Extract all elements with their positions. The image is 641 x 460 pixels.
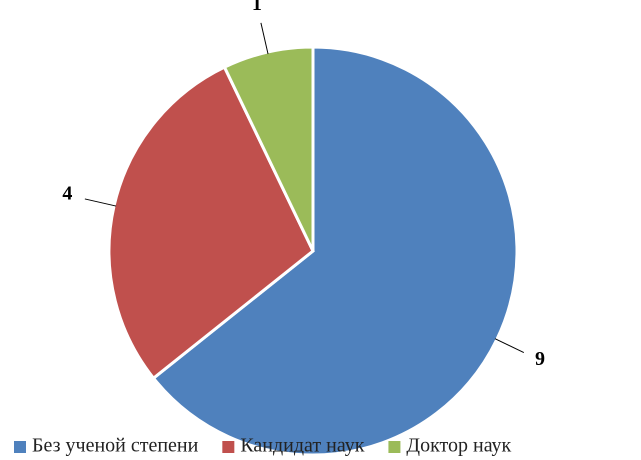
legend-swatch bbox=[388, 441, 401, 453]
legend-label: Кандидат наук bbox=[240, 435, 364, 457]
data-label: 9 bbox=[535, 348, 545, 370]
leader-line bbox=[260, 22, 269, 55]
leader-line bbox=[494, 338, 525, 353]
legend-label: Доктор наук bbox=[406, 435, 511, 457]
leader-line bbox=[84, 198, 117, 207]
legend-swatch bbox=[14, 441, 26, 453]
legend-swatch bbox=[222, 441, 235, 453]
legend-label: Без ученой степени bbox=[32, 435, 199, 457]
data-label: 1 bbox=[252, 0, 262, 15]
data-label: 4 bbox=[62, 183, 72, 205]
